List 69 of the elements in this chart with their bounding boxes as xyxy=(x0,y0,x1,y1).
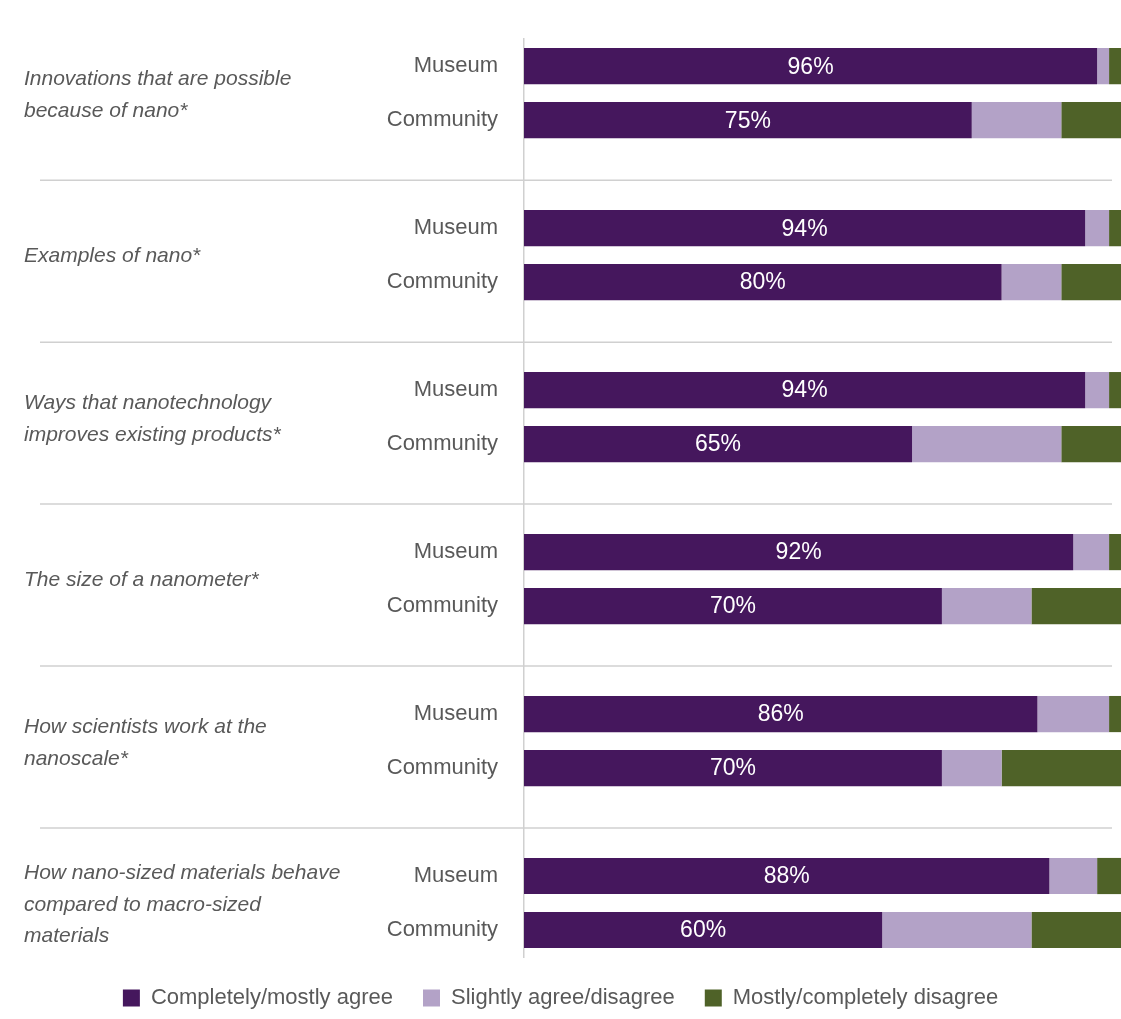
y-tick-label: Community xyxy=(386,106,498,132)
bar xyxy=(941,587,1032,625)
bar xyxy=(1001,749,1121,787)
data-label: 80% xyxy=(739,268,786,295)
data-label: 94% xyxy=(781,376,828,403)
bar xyxy=(971,102,1062,139)
bar xyxy=(1097,857,1121,895)
y-tick-label: Community xyxy=(386,268,498,294)
data-label: 70% xyxy=(709,754,756,781)
bar xyxy=(1085,372,1110,409)
bar xyxy=(524,264,1002,301)
bar xyxy=(524,534,1074,571)
legend-label: Mostly/completely disagree xyxy=(732,984,999,1010)
data-label: 70% xyxy=(709,592,756,619)
text: Innovations that are possible because of nano* xyxy=(24,64,293,123)
bar xyxy=(1109,534,1121,571)
text: How scientists work at the nanoscale* xyxy=(24,712,268,771)
bar xyxy=(524,48,1098,85)
y-tick-label: Museum xyxy=(413,538,498,564)
bar xyxy=(1097,48,1110,85)
bar xyxy=(1061,426,1121,463)
y-tick-label: Museum xyxy=(413,376,498,402)
data-label: 65% xyxy=(695,430,742,457)
bar xyxy=(1061,264,1121,301)
y-tick-label: Museum xyxy=(413,52,498,78)
bar xyxy=(1031,911,1121,949)
bar xyxy=(1001,264,1062,301)
bar xyxy=(524,372,1086,409)
y-tick-label: Community xyxy=(386,916,498,942)
text: Examples of nano* xyxy=(24,242,202,269)
bar xyxy=(1109,372,1121,409)
bar xyxy=(1031,587,1121,625)
data-label: 96% xyxy=(787,52,834,79)
bar xyxy=(1109,695,1121,733)
bar xyxy=(524,210,1086,247)
bar xyxy=(912,426,1062,463)
bar xyxy=(1061,102,1121,139)
bar xyxy=(524,911,883,949)
legend-label: Completely/mostly agree xyxy=(150,984,393,1010)
bar xyxy=(524,102,972,139)
data-label: 75% xyxy=(724,106,771,133)
bar xyxy=(1109,210,1121,247)
bar xyxy=(941,749,1002,787)
y-tick-label: Museum xyxy=(413,862,498,888)
bar xyxy=(1073,534,1110,571)
bar xyxy=(524,587,942,625)
bar xyxy=(524,695,1038,733)
bar xyxy=(1085,210,1110,247)
bar xyxy=(882,911,1032,949)
y-tick-label: Community xyxy=(386,430,498,456)
text: Ways that nanotechnology improves existing products* xyxy=(24,388,282,447)
bar xyxy=(524,857,1050,895)
bar xyxy=(524,749,942,787)
bar xyxy=(524,426,913,463)
data-label: 94% xyxy=(781,214,828,241)
data-label: 60% xyxy=(680,916,727,943)
bar xyxy=(1037,695,1110,733)
data-label: 88% xyxy=(763,862,810,889)
y-tick-label: Community xyxy=(386,754,498,780)
y-tick-label: Museum xyxy=(413,700,498,726)
data-label: 92% xyxy=(775,538,822,565)
text: How nano-sized materials behave compared to macro-sized materials xyxy=(24,858,342,948)
y-tick-label: Community xyxy=(386,592,498,618)
legend-label: Slightly agree/disagree xyxy=(450,984,675,1010)
y-tick-label: Museum xyxy=(413,214,498,240)
bar xyxy=(1109,48,1121,85)
data-label: 86% xyxy=(757,700,804,727)
text: The size of a nanometer* xyxy=(24,566,260,593)
bar xyxy=(1049,857,1098,895)
